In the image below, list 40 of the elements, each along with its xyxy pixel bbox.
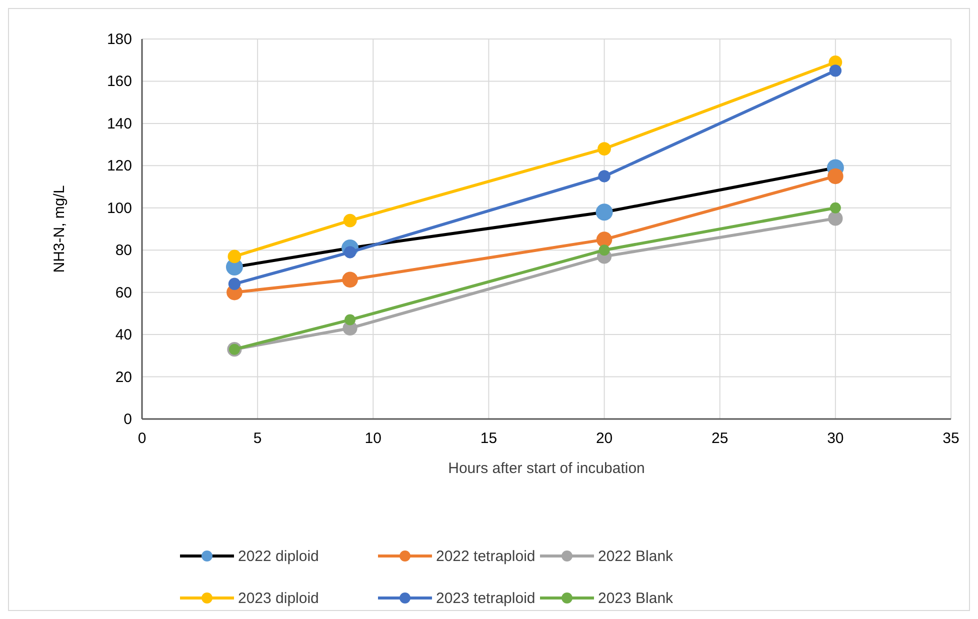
y-tick-label: 180 <box>106 31 132 48</box>
x-tick-label: 20 <box>596 430 613 447</box>
legend-label: 2022 diploid <box>238 548 319 565</box>
y-axis-title: NH3-N, mg/L <box>51 185 68 273</box>
point <box>598 170 610 182</box>
legend-label: 2023 Blank <box>598 590 674 607</box>
x-axis-title: Hours after start of incubation <box>448 460 645 477</box>
legend-label: 2022 Blank <box>598 548 674 565</box>
legend-label: 2023 diploid <box>238 590 319 607</box>
legend-label: 2022 tetraploid <box>436 548 536 565</box>
y-tick-label: 80 <box>115 242 132 260</box>
y-tick-label: 100 <box>106 200 132 217</box>
x-tick-label: 30 <box>827 430 844 447</box>
legend-label: 2023 tetraploid <box>436 590 536 607</box>
y-tick-label: 160 <box>106 73 132 90</box>
y-tick-label: 20 <box>115 368 132 386</box>
point <box>828 211 843 226</box>
y-tick-label: 60 <box>115 284 132 302</box>
point <box>829 64 842 77</box>
point <box>830 202 841 214</box>
point <box>598 142 611 156</box>
x-tick-label: 25 <box>712 430 728 447</box>
x-tick-label: 0 <box>138 430 146 447</box>
point <box>596 232 612 248</box>
x-tick-label: 35 <box>942 430 960 447</box>
x-tick-label: 5 <box>253 430 262 447</box>
point <box>828 168 844 184</box>
point <box>228 250 242 264</box>
y-tick-label: 120 <box>106 158 132 175</box>
point <box>343 214 357 228</box>
y-tick-label: 140 <box>106 115 132 132</box>
point <box>344 314 356 326</box>
point <box>342 272 358 288</box>
y-tick-label: 40 <box>115 326 132 344</box>
point <box>228 278 241 290</box>
x-tick-label: 15 <box>480 430 498 447</box>
point <box>596 204 613 221</box>
x-tick-label: 10 <box>364 430 382 447</box>
point <box>598 244 610 256</box>
y-tick-label: 0 <box>124 411 132 428</box>
